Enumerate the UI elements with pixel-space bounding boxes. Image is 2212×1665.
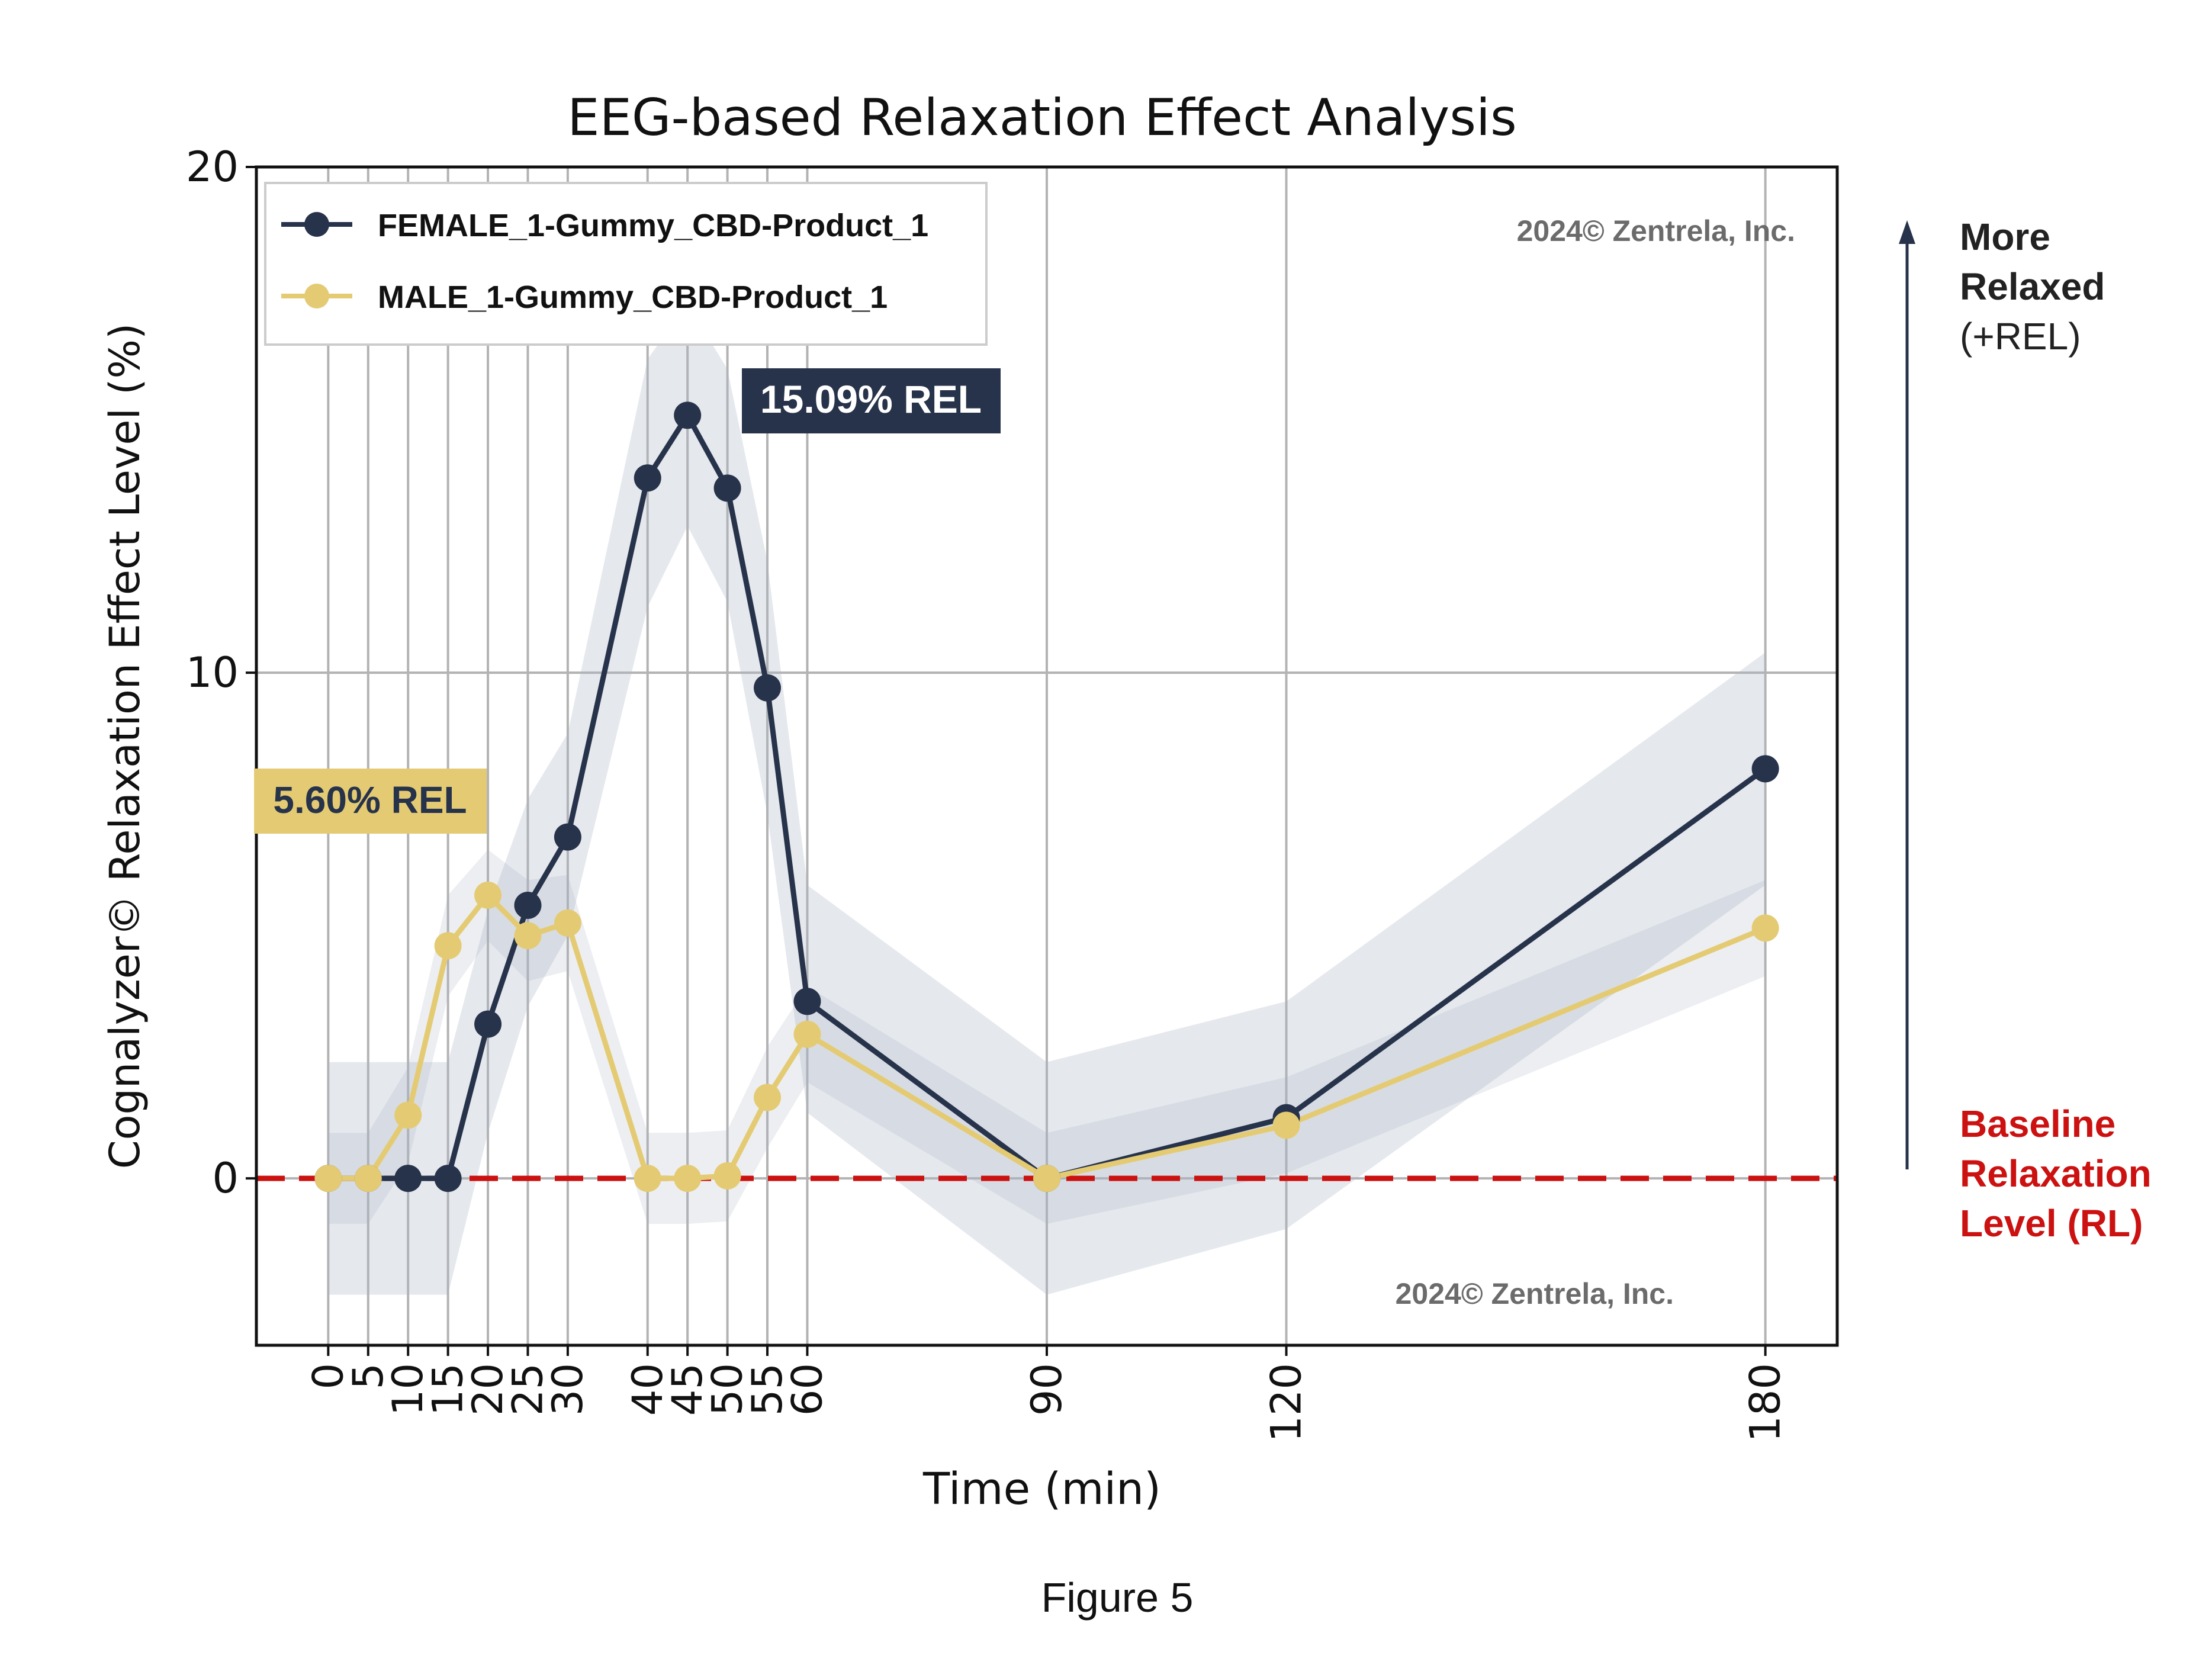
y-tick-label: 10 [186,648,239,697]
data-point-female [634,464,661,492]
data-point-male [754,1084,782,1111]
x-tick-label: 45 [663,1363,712,1416]
data-point-male [514,922,542,950]
confidence-band-male [328,850,1766,1224]
data-point-female [754,674,782,702]
confidence-band-female [328,303,1766,1295]
confidence-bands [328,303,1766,1295]
data-point-male [713,1162,741,1190]
legend-item-male: MALE_1-Gummy_CBD-Product_1 [281,279,888,315]
more-relaxed-label-2: Relaxed [1960,265,2105,308]
legend: FEMALE_1-Gummy_CBD-Product_1 MALE_1-Gumm… [264,182,988,346]
male-peak-badge [254,769,487,834]
x-tick-label: 0 [304,1363,352,1390]
baseline-label-3: Level (RL) [1960,1202,2143,1245]
x-tick-label: 20 [464,1363,512,1416]
data-point-female [514,891,542,919]
data-point-female [554,823,581,851]
female-peak-badge [742,368,1001,433]
x-tick-label: 60 [783,1363,831,1416]
male-peak-label: 5.60% REL [273,779,467,821]
data-point-male [674,1165,702,1192]
figure-caption: Figure 5 [1041,1574,1194,1621]
data-point-male [634,1165,661,1192]
data-point-female [474,1010,502,1038]
data-point-male [354,1165,382,1192]
x-tick-label: 25 [503,1363,552,1416]
y-tick-label: 0 [212,1154,239,1203]
baseline-label-2: Relaxation [1960,1152,2152,1195]
data-point-male [1751,914,1779,942]
watermark-bottom: 2024© Zentrela, Inc. [1396,1277,1674,1310]
y-tick-label: 20 [186,143,239,191]
legend-box [264,182,988,346]
data-point-female [713,474,741,502]
data-point-male [314,1165,342,1192]
x-tick-label: 30 [544,1363,592,1416]
watermark-top: 2024© Zentrela, Inc. [1517,214,1795,247]
legend-marker-male [304,284,329,308]
more-relaxed-arrow [1899,220,1915,1169]
baseline-label-1: Baseline [1960,1102,2115,1145]
more-relaxed-label-3: (+REL) [1960,315,2081,358]
data-point-female [793,988,821,1015]
data-point-female [1751,755,1779,783]
data-point-male [793,1020,821,1048]
x-tick-label: 5 [344,1363,393,1390]
legend-label-male: MALE_1-Gummy_CBD-Product_1 [378,279,888,315]
data-point-male [554,909,581,937]
x-tick-label: 55 [743,1363,792,1416]
data-point-female [434,1165,462,1192]
data-point-female [394,1165,422,1192]
x-tick-label: 40 [623,1363,672,1416]
x-tick-label: 180 [1741,1363,1790,1442]
series-points [314,401,1779,1192]
legend-marker-female [304,212,329,237]
x-tick-label: 50 [703,1363,752,1416]
x-axis-label: Time (min) [922,1464,1161,1515]
x-tick-label: 15 [424,1363,472,1416]
chart-title: EEG-based Relaxation Effect Analysis [567,88,1517,147]
data-point-male [1272,1111,1300,1139]
x-tick-label: 120 [1262,1363,1311,1442]
data-point-female [674,401,702,429]
legend-label-female: FEMALE_1-Gummy_CBD-Product_1 [378,208,928,243]
y-axis-ticks: 0 10 20 [186,143,256,1203]
legend-item-female: FEMALE_1-Gummy_CBD-Product_1 [281,208,928,243]
x-tick-label: 10 [384,1363,432,1416]
y-axis-label: Cognalyzer© Relaxation Effect Level (%) [101,323,149,1169]
more-relaxed-label-1: More [1960,216,2050,258]
data-point-male [474,881,502,909]
x-tick-label: 90 [1023,1363,1071,1416]
female-peak-label: 15.09% REL [760,377,982,421]
data-point-male [1033,1165,1060,1192]
data-point-male [394,1101,422,1129]
data-point-male [434,932,462,960]
